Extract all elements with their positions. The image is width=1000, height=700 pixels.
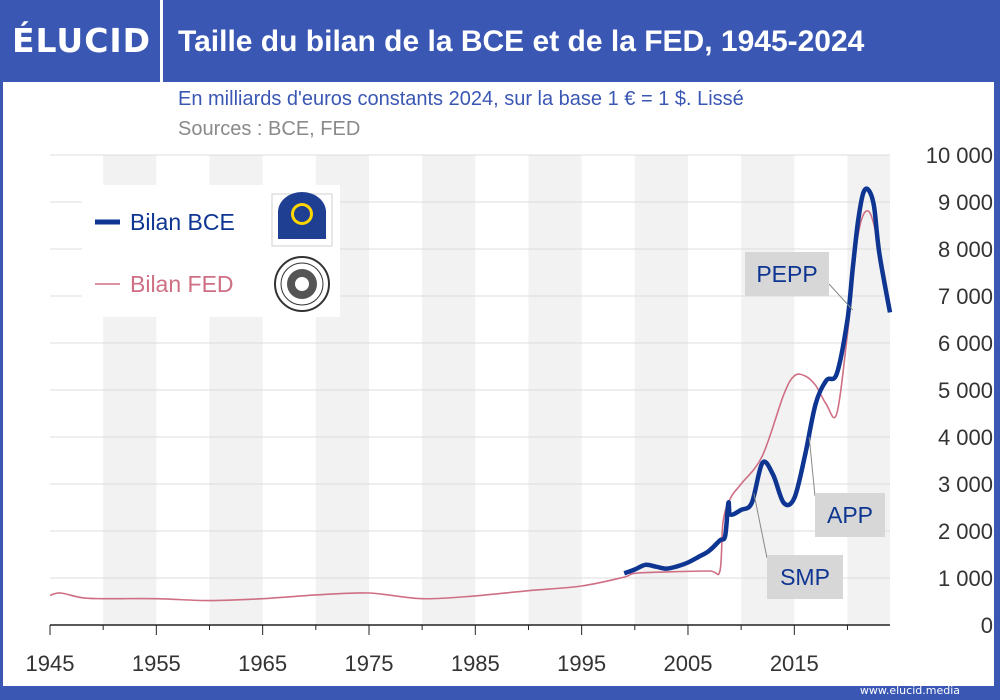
x-tick-label: 1955 xyxy=(132,651,181,676)
x-tick-label: 1945 xyxy=(26,651,75,676)
annotation-box xyxy=(767,555,843,599)
y-tick-label: 0 xyxy=(981,613,993,638)
series-fed-line xyxy=(49,210,891,602)
annotation-leader xyxy=(753,493,768,559)
y-tick-label: 8 000 xyxy=(938,237,993,262)
header-bar: ÉLUCID Taille du bilan de la BCE et de l… xyxy=(0,0,1000,82)
ecb-logo-icon xyxy=(271,192,333,247)
annotation-leader xyxy=(828,283,854,311)
series-lines xyxy=(49,186,893,602)
y-tick-label: 7 000 xyxy=(938,284,993,309)
annotation-leader xyxy=(808,436,816,497)
y-tick-label: 2 000 xyxy=(938,519,993,544)
y-axis: 0 1 000 2 000 3 000 4 000 5 000 6 000 7 000 8 00… xyxy=(926,143,993,638)
footer-url: www.elucid.media xyxy=(859,684,960,697)
y-tick-label: 1 000 xyxy=(938,566,993,591)
x-tick-label: 1995 xyxy=(557,651,606,676)
x-tick-label: 1985 xyxy=(451,651,500,676)
chart-title: Taille du bilan de la BCE et de la FED, … xyxy=(178,25,865,58)
chart-subtitle: En milliards d'euros constants 2024, sur… xyxy=(178,88,744,110)
x-tick-label: 2015 xyxy=(770,651,819,676)
legend-label-fed: Bilan FED xyxy=(130,271,234,297)
legend-label-bce: Bilan BCE xyxy=(130,209,235,235)
x-tick-label: 2005 xyxy=(663,651,712,676)
y-tick-label: 6 000 xyxy=(938,331,993,356)
legend: Bilan BCE Bilan FED xyxy=(82,185,340,317)
y-tick-label: 10 000 xyxy=(926,143,993,168)
y-tick-label: 5 000 xyxy=(938,378,993,403)
elucid-logo: ÉLUCID xyxy=(12,21,152,60)
annotation-label: PEPP xyxy=(756,261,817,287)
x-tick-label: 1965 xyxy=(238,651,287,676)
gridlines xyxy=(50,154,890,579)
x-tick-label: 1975 xyxy=(345,651,394,676)
series-bce-line xyxy=(623,186,893,576)
annotation-label: APP xyxy=(827,502,873,528)
y-tick-label: 9 000 xyxy=(938,190,993,215)
y-tick-label: 4 000 xyxy=(938,425,993,450)
y-tick-label: 3 000 xyxy=(938,472,993,497)
fed-seal-icon xyxy=(274,256,330,312)
annotation-box xyxy=(815,493,885,537)
annotation-label: SMP xyxy=(780,564,830,590)
x-axis: 1945 1955 1965 1975 1985 1995 2005 2015 xyxy=(26,624,890,676)
chart-sources: Sources : BCE, FED xyxy=(178,118,361,140)
annotation-box xyxy=(745,252,829,296)
annotations: PEPP APP SMP xyxy=(745,252,885,599)
header-divider xyxy=(160,0,163,82)
